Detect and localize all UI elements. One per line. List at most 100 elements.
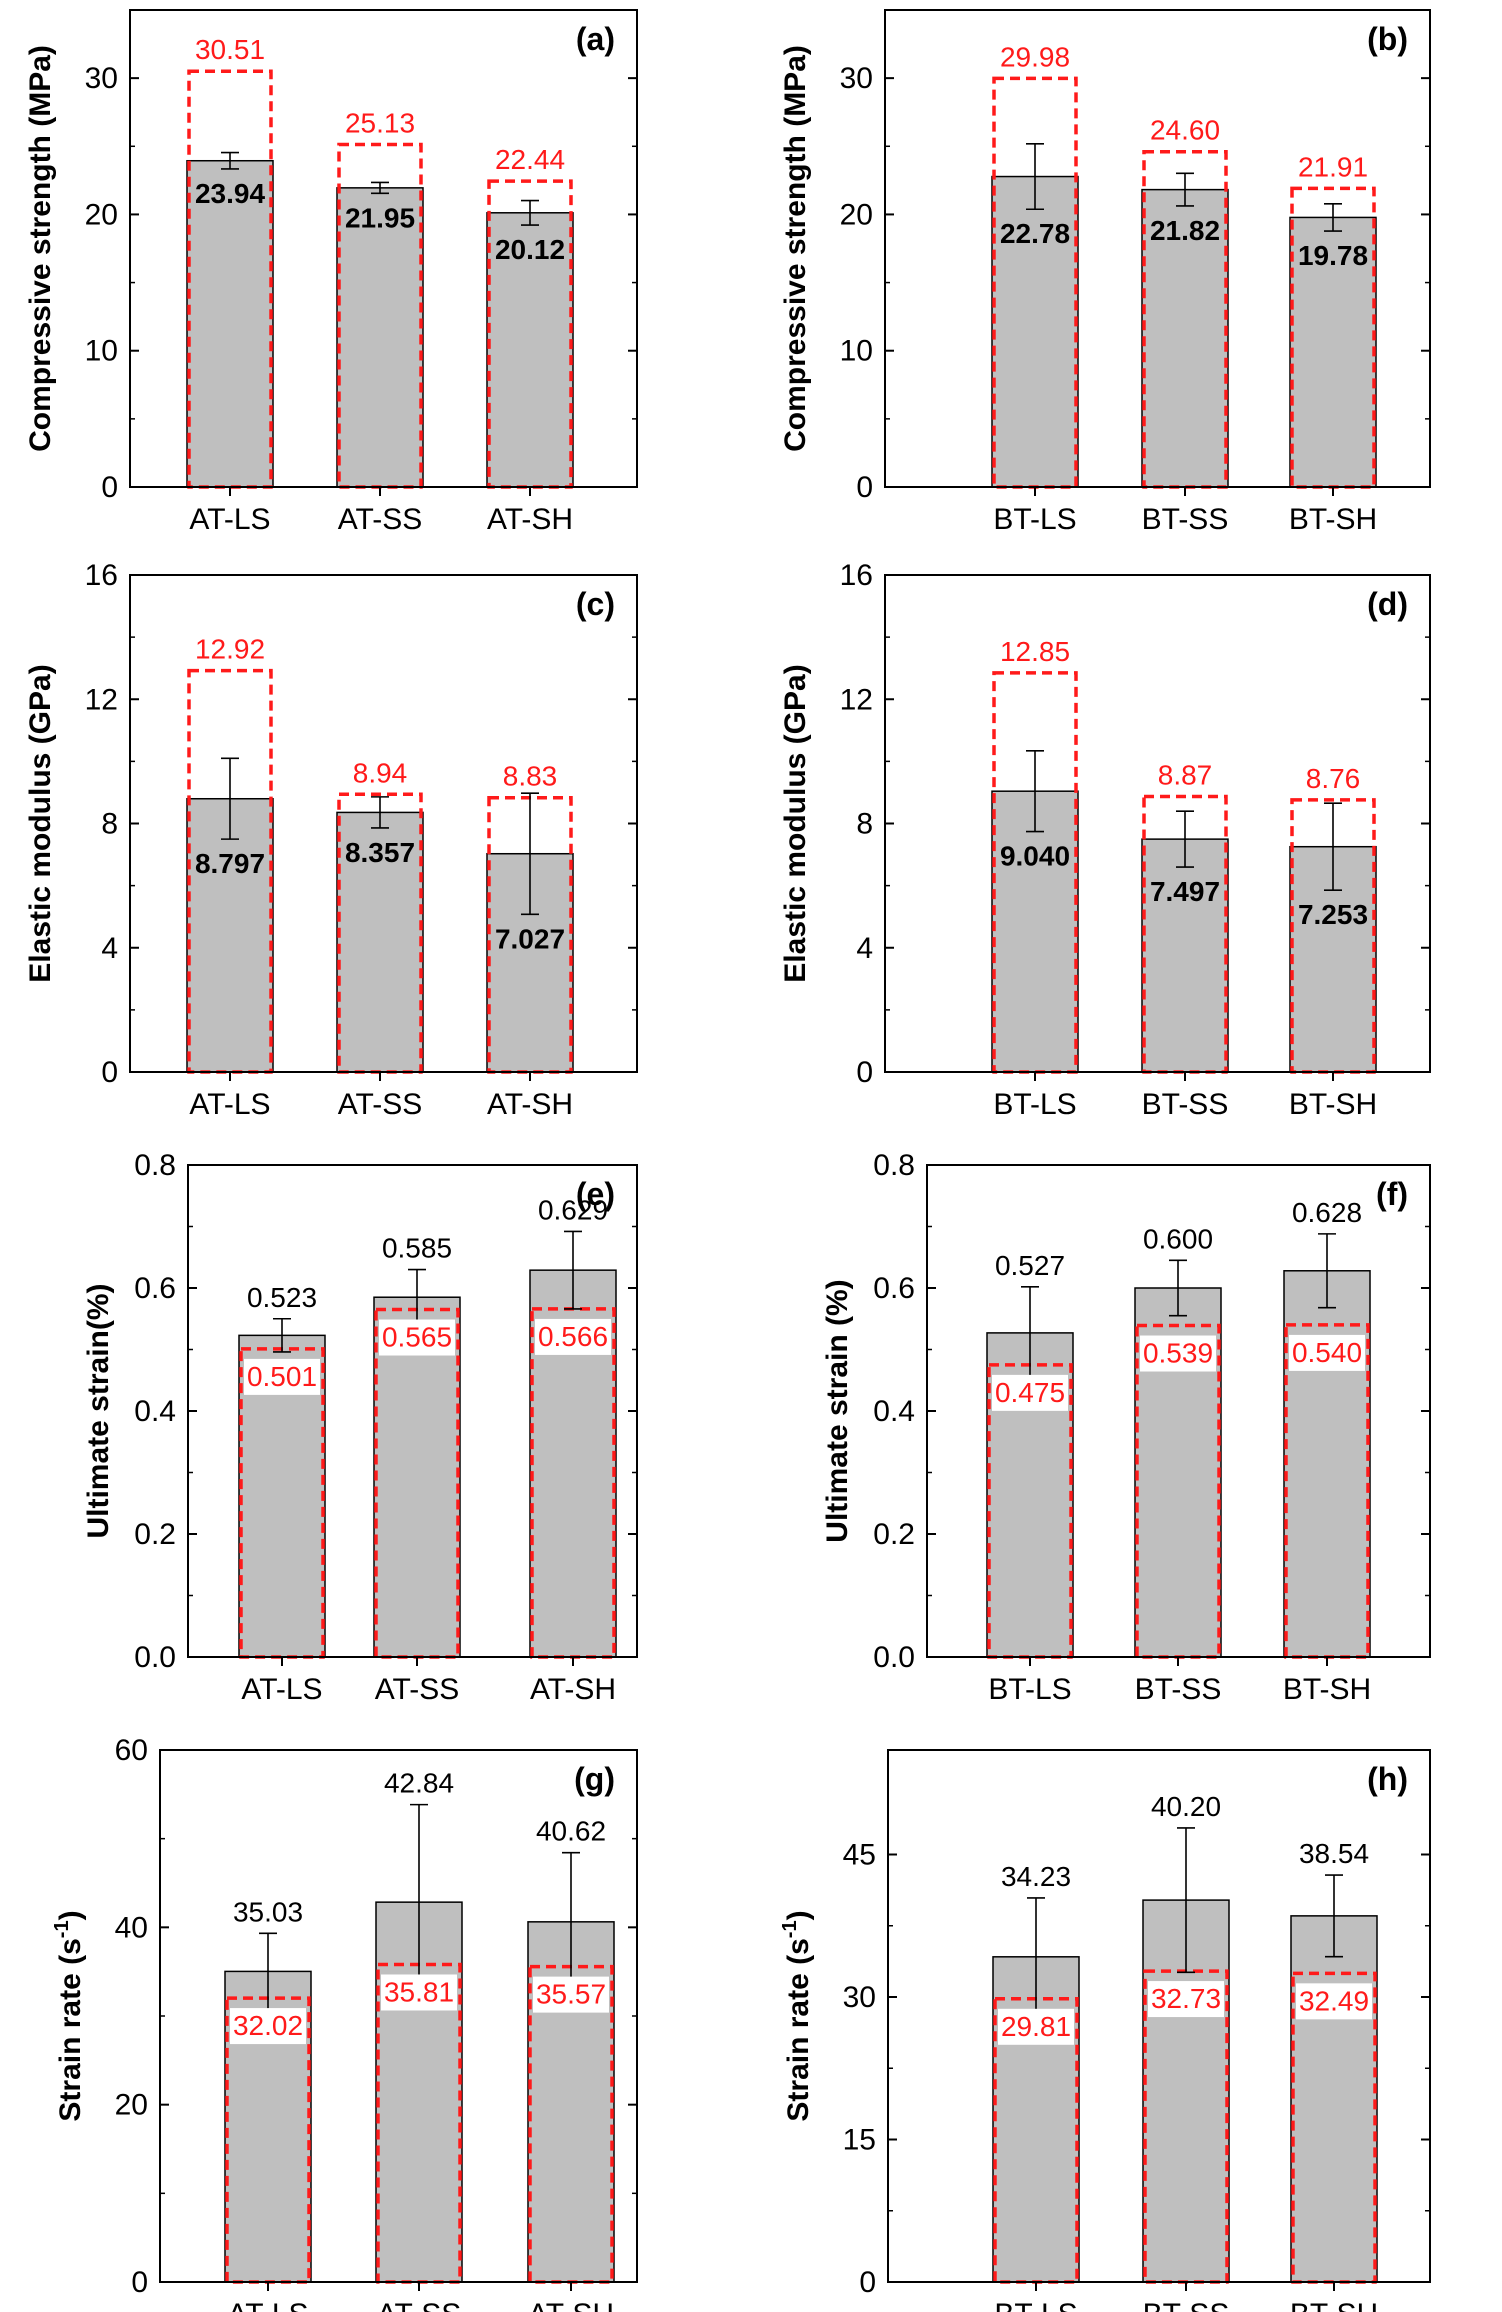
y-axis-label: Elastic modulus (GPa) — [24, 664, 57, 982]
x-tick-label: AT-SS — [375, 1673, 459, 1706]
y-tick-label: 30 — [840, 62, 873, 95]
x-tick-label: AT-SS — [338, 1088, 422, 1121]
bar-bt-sh — [1289, 216, 1377, 488]
panel-tag: (h) — [1367, 1761, 1408, 1797]
reference-label: 0.501 — [247, 1361, 317, 1392]
value-label: 0.629 — [538, 1194, 608, 1225]
y-tick-label: 16 — [85, 559, 118, 592]
y-axis-label: Elastic modulus (GPa) — [779, 664, 812, 982]
y-axis-label-text: Strain rate (s — [54, 1938, 87, 2121]
value-label: 20.12 — [495, 234, 565, 265]
x-tick-label: BT-LS — [994, 2298, 1077, 2312]
reference-label-bg — [1148, 1981, 1224, 2018]
y-axis-label-text: Compressive strength (MPa) — [24, 45, 57, 452]
value-label: 7.497 — [1150, 876, 1220, 907]
y-axis-label: Ultimate strain(%) — [82, 1283, 115, 1538]
x-tick-label: AT-SH — [487, 1088, 573, 1121]
reference-label: 32.73 — [1151, 1983, 1221, 2014]
x-tick-label: BT-LS — [988, 1673, 1071, 1706]
x-tick-label: BT-SH — [1283, 1673, 1371, 1706]
y-tick-label: 12 — [85, 683, 118, 716]
y-tick-label: 0.0 — [134, 1641, 176, 1674]
reference-bar-at-sh — [487, 179, 573, 489]
x-tick-label: BT-LS — [993, 1088, 1076, 1121]
y-axis-label-text: Elastic modulus (GPa) — [779, 664, 812, 982]
value-label: 0.523 — [247, 1282, 317, 1313]
y-axis-label: Strain rate (s-1) — [51, 1910, 87, 2121]
y-tick-label: 20 — [85, 198, 118, 231]
x-tick-label: BT-SS — [1142, 503, 1229, 536]
bar-bt-sh — [1283, 1270, 1371, 1658]
y-tick-label: 0 — [101, 471, 118, 504]
bar-at-ss — [373, 1296, 461, 1658]
y-tick-label: 15 — [843, 2124, 876, 2157]
y-axis-label-text: Compressive strength (MPa) — [779, 45, 812, 452]
bar-at-ss — [336, 187, 424, 488]
bar-at-ls — [186, 159, 274, 488]
y-tick-label: 4 — [101, 932, 118, 965]
y-axis-label: Compressive strength (MPa) — [24, 45, 57, 452]
value-label: 19.78 — [1298, 240, 1368, 271]
plot-frame — [887, 1749, 1431, 2283]
bar-bt-ls — [991, 790, 1079, 1073]
chart-panel-2: 22.78 29.98 21.82 24.60 19.78 21.91 0 10 20 30 BT-… — [779, 9, 1431, 536]
panel-tag: (a) — [576, 21, 615, 57]
x-tick-label: AT-LS — [189, 503, 270, 536]
value-label: 8.797 — [195, 848, 265, 879]
reference-label-bg — [1140, 1335, 1216, 1372]
panel-tag: (e) — [576, 1176, 615, 1212]
reference-label: 32.02 — [233, 2010, 303, 2041]
reference-label: 8.94 — [353, 757, 408, 788]
reference-label: 29.98 — [1000, 41, 1070, 72]
panel-tag: (d) — [1367, 586, 1408, 622]
reference-label: 0.475 — [995, 1377, 1065, 1408]
value-label: 35.03 — [233, 1896, 303, 1927]
x-tick-label: AT-SS — [338, 503, 422, 536]
plot-frame — [884, 9, 1431, 488]
x-tick-label: AT-SH — [528, 2298, 614, 2312]
value-label: 38.54 — [1299, 1838, 1369, 1869]
chart-panel-7: 35.03 32.02 42.84 35.81 40.62 35.57 0 20 40 60 AT-… — [51, 1734, 638, 2312]
y-tick-label: 0 — [101, 1056, 118, 1089]
chart-panel-8: 34.23 29.81 40.20 32.73 38.54 32.49 0 15 30 45 BT-… — [779, 1749, 1431, 2312]
bar-at-ls — [186, 797, 274, 1073]
panel-tag: (c) — [576, 586, 615, 622]
reference-label: 35.81 — [384, 1976, 454, 2007]
y-axis-label-superscript: -1 — [51, 1920, 73, 1938]
y-axis-label-text: Ultimate strain(%) — [82, 1283, 115, 1538]
value-label: 0.628 — [1292, 1197, 1362, 1228]
value-label: 9.040 — [1000, 841, 1070, 872]
x-tick-label: AT-SH — [487, 503, 573, 536]
value-label: 34.23 — [1001, 1861, 1071, 1892]
x-tick-label: AT-SH — [530, 1673, 616, 1706]
value-label: 0.600 — [1143, 1223, 1213, 1254]
y-axis-label: Ultimate strain (%) — [821, 1279, 854, 1542]
y-axis-label: Compressive strength (MPa) — [779, 45, 812, 452]
reference-label: 0.540 — [1292, 1337, 1362, 1368]
x-tick-label: BT-SS — [1142, 1088, 1229, 1121]
bar-at-ss — [336, 811, 424, 1073]
y-tick-label: 0.6 — [134, 1272, 176, 1305]
chart-panel-6: 0.527 0.475 0.600 0.539 0.628 0.540 0.0 0.2 0.4 0… — [821, 1149, 1431, 1706]
y-tick-label: 10 — [85, 335, 118, 368]
y-tick-label: 45 — [843, 1839, 876, 1872]
reference-bar-bt-ss — [1142, 149, 1228, 489]
reference-label: 0.539 — [1143, 1338, 1213, 1369]
reference-label: 25.13 — [345, 108, 415, 139]
reference-label-bg — [244, 1358, 320, 1395]
x-tick-label: BT-SH — [1289, 1088, 1377, 1121]
reference-label: 8.87 — [1158, 759, 1213, 790]
value-label: 42.84 — [384, 1768, 454, 1799]
y-tick-label: 0.2 — [873, 1518, 915, 1551]
y-tick-label: 0 — [856, 1056, 873, 1089]
reference-label-bg — [381, 1974, 457, 2011]
reference-label: 0.566 — [538, 1321, 608, 1352]
x-tick-label: BT-SH — [1290, 2298, 1378, 2312]
reference-label: 29.81 — [1001, 2011, 1071, 2042]
y-axis-label: Strain rate (s-1) — [779, 1910, 815, 2121]
y-tick-label: 0 — [856, 471, 873, 504]
y-tick-label: 8 — [856, 808, 873, 841]
value-label: 21.95 — [345, 202, 415, 233]
reference-bar-bt-sh — [1291, 1971, 1377, 2284]
